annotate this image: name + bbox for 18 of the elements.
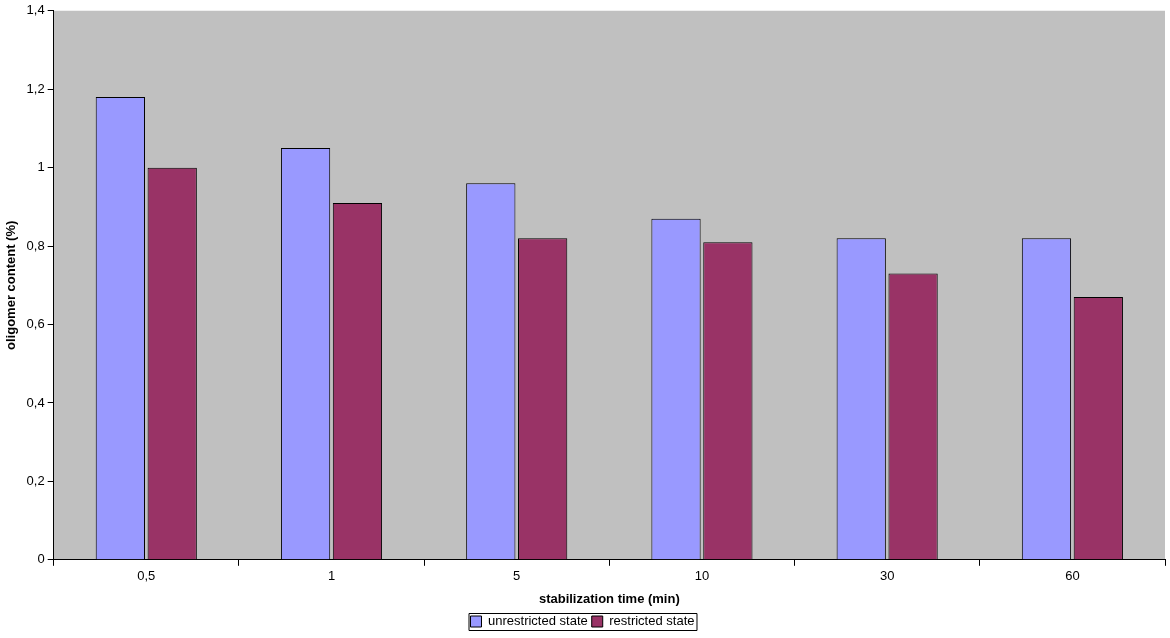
y-tick-label: 0,4 bbox=[26, 394, 45, 410]
legend-label: restricted state bbox=[609, 613, 695, 629]
y-axis-title: oligomer content (%) bbox=[3, 220, 19, 350]
x-tick-label: 10 bbox=[694, 568, 710, 584]
legend-label: unrestricted state bbox=[488, 613, 588, 629]
y-tick-label: 1,4 bbox=[26, 2, 45, 18]
x-tick-label: 60 bbox=[1065, 568, 1080, 584]
y-tick-label: 1 bbox=[37, 159, 45, 175]
y-tick-label: 0,6 bbox=[26, 316, 45, 332]
x-tick-label: 5 bbox=[513, 568, 521, 584]
y-tick-label: 0,2 bbox=[26, 472, 45, 488]
x-axis-title: stabilization time (min) bbox=[538, 590, 680, 606]
y-tick-label: 0,8 bbox=[26, 237, 45, 253]
x-tick-label: 1 bbox=[327, 568, 336, 584]
x-tick-label: 30 bbox=[879, 568, 895, 584]
y-tick-label: 0 bbox=[37, 551, 45, 567]
y-tick-label: 1,2 bbox=[26, 80, 45, 96]
x-tick-label: 0,5 bbox=[137, 568, 156, 584]
